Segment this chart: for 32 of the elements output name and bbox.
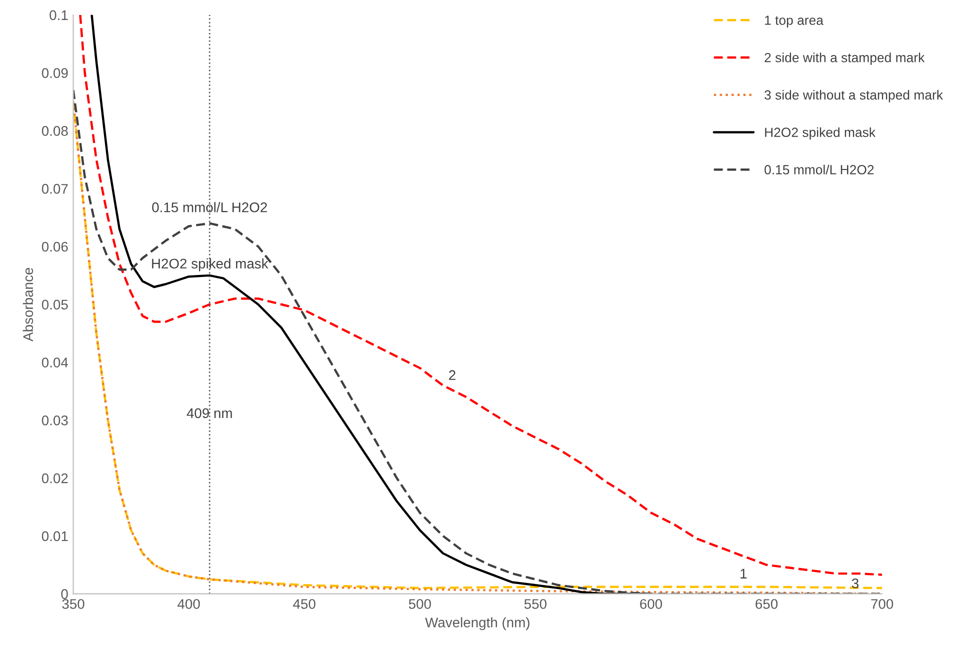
y-tick-label: 0.04 (42, 358, 68, 368)
y-tick-label: 0.01 (42, 531, 68, 542)
x-tick-label: 450 (293, 599, 316, 609)
y-tick-label: 0.1 (50, 10, 68, 20)
y-tick-label: 0.02 (42, 473, 68, 484)
annotation: 1 (740, 568, 747, 578)
y-tick-label: 0.05 (42, 300, 68, 310)
x-tick-label: 500 (408, 599, 431, 609)
legend-label: 3 side without a stamped mark (764, 90, 944, 102)
y-tick-label: 0.07 (42, 184, 68, 194)
y-tick-label: 0.03 (42, 415, 68, 426)
x-tick-label: 650 (756, 599, 778, 609)
y-tick-label: 0 (61, 589, 68, 600)
x-tick-label: 550 (524, 599, 546, 609)
annotation: 3 (852, 578, 858, 588)
legend-label: 0.15 mmol/L H2O2 (764, 164, 874, 174)
legend-label: H2O2 spiked mask (765, 127, 876, 140)
y-tick-label: 0.09 (42, 68, 68, 78)
y-tick-label: 0.08 (42, 126, 68, 136)
annotation: 2 (449, 370, 456, 380)
annotation: H2O2 spiked mask (152, 258, 268, 272)
annotation: 0.15 mmol/L H2O2 (152, 202, 267, 212)
legend-label: 1 top area (765, 16, 824, 28)
ref-line-label: 409 nm (186, 408, 232, 418)
y-tick-label: 0.06 (42, 242, 68, 252)
x-tick-label: 600 (640, 599, 662, 609)
x-tick-label: 700 (871, 599, 894, 609)
y-axis-title: Absorbance (22, 268, 34, 342)
x-tick-label: 400 (178, 599, 200, 609)
legend-label: 2 side with a stamped mark (764, 52, 925, 65)
x-axis-title: Wavelength (nm) (425, 617, 530, 630)
x-tick-label: 350 (62, 599, 84, 609)
